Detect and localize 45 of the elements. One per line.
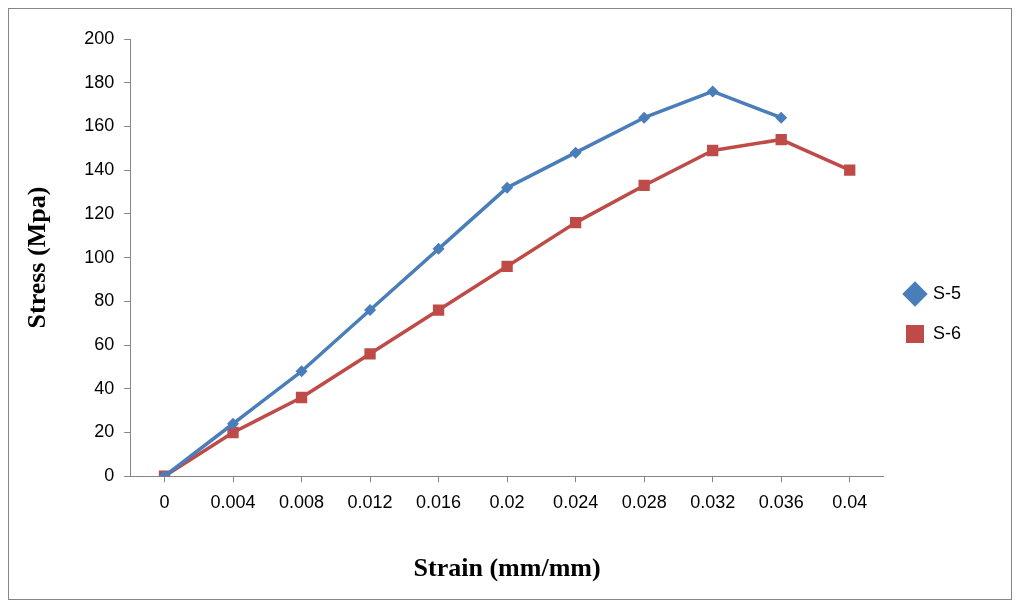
legend-label: S-6 [932,322,961,343]
x-tick-label: 0.024 [553,491,599,512]
y-tick-label: 120 [84,202,115,223]
x-tick-label: 0.036 [758,491,804,512]
x-tick-label: 0.012 [347,491,393,512]
y-tick-label: 100 [84,246,115,267]
point [295,365,308,378]
point [432,304,445,316]
point [844,164,856,176]
point [638,111,651,124]
x-tick-label: 0.028 [621,491,667,512]
point [501,181,514,194]
legend-label: S-5 [932,282,961,303]
y-tick-label: 160 [84,115,115,136]
point [227,426,239,439]
y-tick-label: 40 [94,377,115,398]
point [364,304,377,317]
point [569,216,582,229]
point [432,242,445,255]
y-axis-title: Stress (Mpa) [22,186,52,329]
x-tick-label: 0.02 [489,491,525,512]
y-tick-label: 60 [94,334,115,355]
y-tick-label: 140 [84,159,115,180]
x-tick-label: 0 [159,491,170,512]
point [569,146,582,159]
x-tick-label: 0.016 [416,491,462,512]
x-tick-label: 0.004 [210,491,256,512]
x-tick-label: 0.008 [279,491,325,512]
x-tick-label: 0.04 [832,491,868,512]
point [775,133,787,146]
y-tick-label: 180 [84,71,115,92]
y-tick-label: 0 [104,465,115,486]
x-axis-title: Strain (mm/mm) [413,553,601,583]
point [501,260,513,272]
point [706,85,719,98]
point [775,111,788,124]
point [364,348,376,360]
point [638,179,650,192]
point [295,391,308,404]
point [707,144,719,157]
y-tick-label: 80 [94,290,115,311]
x-tick-label: 0.032 [690,491,736,512]
point [227,417,240,430]
y-tick-label: 20 [94,421,115,442]
y-tick-label: 200 [84,27,115,48]
